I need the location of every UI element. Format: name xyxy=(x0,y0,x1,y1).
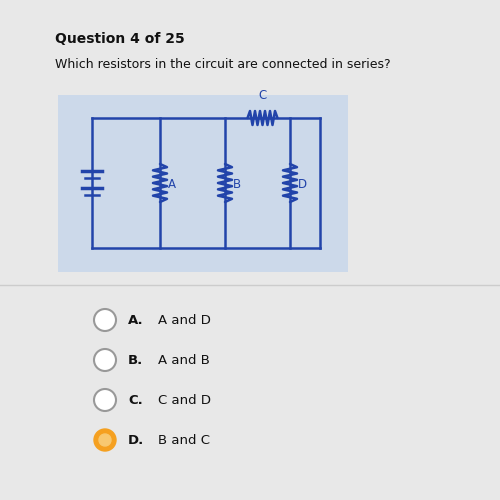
Bar xyxy=(58,95,348,272)
Text: A and D: A and D xyxy=(158,314,211,326)
Text: D: D xyxy=(298,178,307,192)
Text: B and C: B and C xyxy=(158,434,210,446)
Text: D.: D. xyxy=(128,434,144,446)
Text: B.: B. xyxy=(128,354,144,366)
Circle shape xyxy=(94,389,116,411)
Text: B: B xyxy=(233,178,241,192)
Text: Question 4 of 25: Question 4 of 25 xyxy=(55,32,185,46)
Text: C.: C. xyxy=(128,394,143,406)
Text: C: C xyxy=(258,89,266,102)
Text: A and B: A and B xyxy=(158,354,210,366)
Text: A.: A. xyxy=(128,314,144,326)
Circle shape xyxy=(94,309,116,331)
Text: A: A xyxy=(168,178,176,192)
Text: Which resistors in the circuit are connected in series?: Which resistors in the circuit are conne… xyxy=(55,58,390,71)
Circle shape xyxy=(94,349,116,371)
Circle shape xyxy=(99,434,111,446)
Text: C and D: C and D xyxy=(158,394,211,406)
Circle shape xyxy=(94,429,116,451)
